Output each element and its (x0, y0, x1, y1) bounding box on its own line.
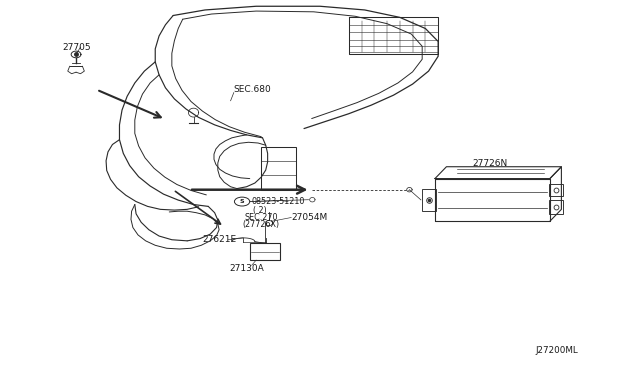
Bar (261, 147, 296, 190)
Text: SEC.680: SEC.680 (234, 85, 271, 94)
Text: (27726X): (27726X) (242, 221, 279, 230)
Text: 27621E: 27621E (202, 235, 237, 244)
Text: 27726N: 27726N (472, 159, 508, 168)
Bar (422, 189, 436, 211)
Text: 27054M: 27054M (291, 213, 328, 222)
Text: 27130A: 27130A (229, 264, 264, 273)
Text: 27705: 27705 (63, 42, 92, 51)
Text: J27200ML: J27200ML (536, 346, 579, 355)
Text: 08523-51210: 08523-51210 (251, 197, 305, 206)
Bar (250, 243, 280, 260)
Text: ( 2): ( 2) (253, 206, 267, 215)
Bar (548, 200, 563, 214)
Text: SEC.270: SEC.270 (244, 213, 278, 222)
Text: S: S (240, 199, 244, 204)
Bar (548, 184, 563, 196)
